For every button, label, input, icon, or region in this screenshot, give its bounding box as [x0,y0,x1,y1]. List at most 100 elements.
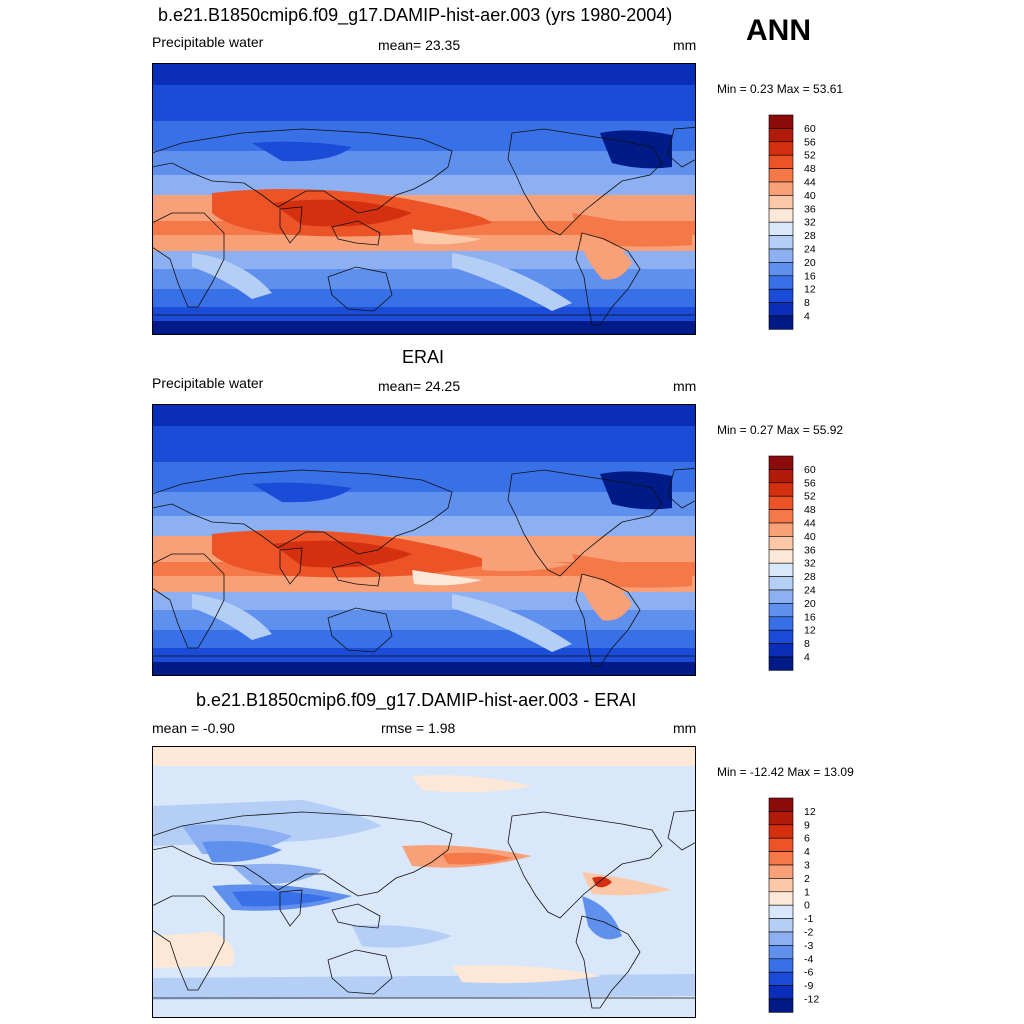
colorbar-tick-label: -2 [804,927,813,939]
colorbar-tick-label: 44 [804,518,816,530]
coastline [327,949,393,995]
colorbar-tick-label: 40 [804,190,816,202]
map-frame [152,746,696,1018]
colorbar-swatch [768,958,794,973]
colorbar-tick-label: 4 [804,846,810,858]
panel1-variable-label: Precipitable water [152,34,264,50]
colorbar-swatch [768,971,794,986]
colorbar-swatch [768,262,794,277]
field-blob [482,554,572,572]
colorbar-swatch [768,114,794,129]
colorbar-tick-label: 52 [804,491,816,503]
field-band [152,251,696,269]
colorbar-tick-label: 16 [804,270,816,282]
panel2-minmax-label: Min = 0.27 Max = 55.92 [717,423,844,437]
colorbar-tick-label: 28 [804,571,816,583]
field-blob [232,890,332,907]
colorbar-swatch [768,918,794,933]
colorbar-tick-label: 52 [804,150,816,162]
colorbar-tick-label: -4 [804,953,813,965]
field-band [152,269,696,289]
colorbar-tick-label: 12 [804,284,816,296]
field-blob [582,896,622,940]
colorbar-swatch [768,656,794,671]
field-blob [152,932,235,968]
coastline [507,811,663,919]
colorbar-swatch [768,824,794,839]
field-blob [272,199,412,227]
coastline [152,128,453,214]
panel1-minmax-label: Min = 0.23 Max = 53.61 [717,82,844,96]
colorbar-swatch [768,181,794,196]
colorbar-swatch [768,576,794,591]
colorbar-swatch [768,128,794,143]
coastline [575,915,641,1009]
colorbar-tick-label: 20 [804,598,816,610]
colorbar-tick-label: -6 [804,967,813,979]
coastline [507,128,663,236]
colorbar-swatch [768,985,794,1000]
colorbar-tick-label: -1 [804,913,813,925]
colorbar-tick-label: 2 [804,873,810,885]
colorbar-tick-label: 4 [804,652,810,664]
panel1-title: b.e21.B1850cmip6.f09_g17.DAMIP-hist-aer.… [158,5,673,25]
colorbar-tick-label: 56 [804,477,816,489]
field-blob [192,594,272,640]
field-blob [582,233,632,280]
field-blob [412,570,482,586]
field-blob [192,253,272,299]
colorbar-swatch [768,495,794,510]
field-blob [442,852,512,865]
colorbar-tick-label: 32 [804,558,816,570]
coastline [327,266,393,312]
field-band [152,648,696,662]
field-band [152,404,696,426]
map-frame [152,404,696,676]
field-band [152,592,696,610]
colorbar-swatch [768,643,794,658]
panel1-units-label: mm [673,37,697,53]
colorbar-swatch [768,455,794,470]
coastline [152,811,453,897]
colorbar-swatch [768,168,794,183]
colorbar-swatch [768,469,794,484]
field-blob [202,841,282,863]
colorbar-swatch [768,288,794,303]
colorbar-swatch [768,945,794,960]
colorbar-swatch [768,221,794,236]
coastline [152,314,696,335]
field-band [152,321,696,335]
colorbar-tick-label: 56 [804,136,816,148]
field-band [152,492,696,516]
colorbar-tick-label: 24 [804,244,816,256]
colorbar-swatch [768,931,794,946]
colorbar-tick-label: 32 [804,217,816,229]
colorbar-swatch [768,864,794,879]
colorbar-tick-label: -12 [804,994,819,1006]
field-blob [592,876,612,888]
coastline [331,561,381,587]
panel2-units-label: mm [673,378,697,394]
colorbar-swatch [768,549,794,564]
panel3-colorbar: 129 64 321 0-1 -2-3-4 -6-9 -12 [768,797,819,1013]
coastline [327,607,393,653]
colorbar-swatch [768,275,794,290]
colorbar-tick-label: 36 [804,203,816,215]
field-blob [232,863,322,885]
colorbar-swatch [768,891,794,906]
colorbar-tick-label: 0 [804,900,810,912]
field-blob [412,229,482,245]
field-blob [600,130,672,169]
field-blob [352,925,452,948]
colorbar-swatch [768,536,794,551]
colorbar-swatch [768,509,794,524]
colorbar-swatch [768,797,794,812]
colorbar-swatch [768,302,794,317]
colorbar-tick-label: 6 [804,833,810,845]
colorbar-swatch [768,603,794,618]
panel3-units-label: mm [673,720,697,736]
colorbar-swatch [768,878,794,893]
coastline [331,220,381,246]
